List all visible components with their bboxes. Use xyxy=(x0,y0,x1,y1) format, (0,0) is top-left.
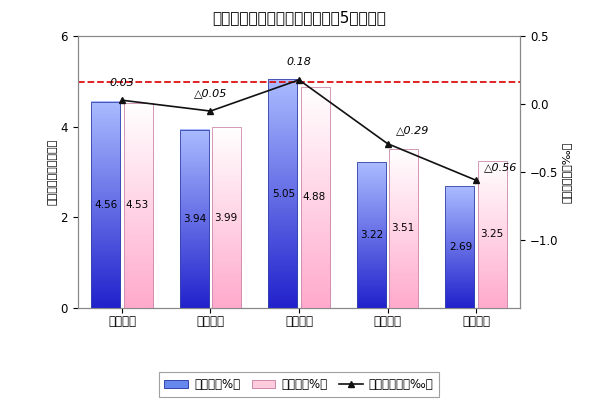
Bar xyxy=(356,162,386,308)
Bar xyxy=(91,102,120,308)
Y-axis label: 転入率・転出率（％）: 転入率・転出率（％） xyxy=(48,139,58,205)
Text: 3.51: 3.51 xyxy=(391,224,414,233)
Bar xyxy=(301,87,330,308)
Text: 4.88: 4.88 xyxy=(303,192,326,202)
Bar xyxy=(124,103,153,308)
Text: 5.05: 5.05 xyxy=(272,189,295,198)
Text: 3.94: 3.94 xyxy=(184,214,207,224)
Text: △0.56: △0.56 xyxy=(484,162,518,172)
Bar xyxy=(445,186,474,308)
Title: 転入率・転出率・社会増減率の5圈域比較: 転入率・転出率・社会増減率の5圈域比較 xyxy=(212,11,386,26)
Text: 4.56: 4.56 xyxy=(95,200,118,210)
Text: 4.53: 4.53 xyxy=(126,200,149,210)
Legend: 転入率（%）, 転出率（%）, 社会増減率（‰）: 転入率（%）, 転出率（%）, 社会増減率（‰） xyxy=(158,372,440,397)
Text: △0.05: △0.05 xyxy=(194,89,227,98)
Bar xyxy=(389,149,419,308)
Bar xyxy=(478,161,507,308)
Text: 0.03: 0.03 xyxy=(109,78,135,88)
Text: 3.22: 3.22 xyxy=(361,230,384,240)
Text: 2.69: 2.69 xyxy=(449,242,472,252)
Text: △0.29: △0.29 xyxy=(396,125,429,135)
Text: 0.18: 0.18 xyxy=(286,58,312,67)
Bar xyxy=(212,127,242,308)
Text: 3.25: 3.25 xyxy=(480,229,503,239)
Bar xyxy=(179,130,209,308)
Y-axis label: 社会増減率（‰）: 社会増減率（‰） xyxy=(562,141,571,203)
Text: 3.99: 3.99 xyxy=(214,213,237,223)
Bar xyxy=(268,79,297,308)
